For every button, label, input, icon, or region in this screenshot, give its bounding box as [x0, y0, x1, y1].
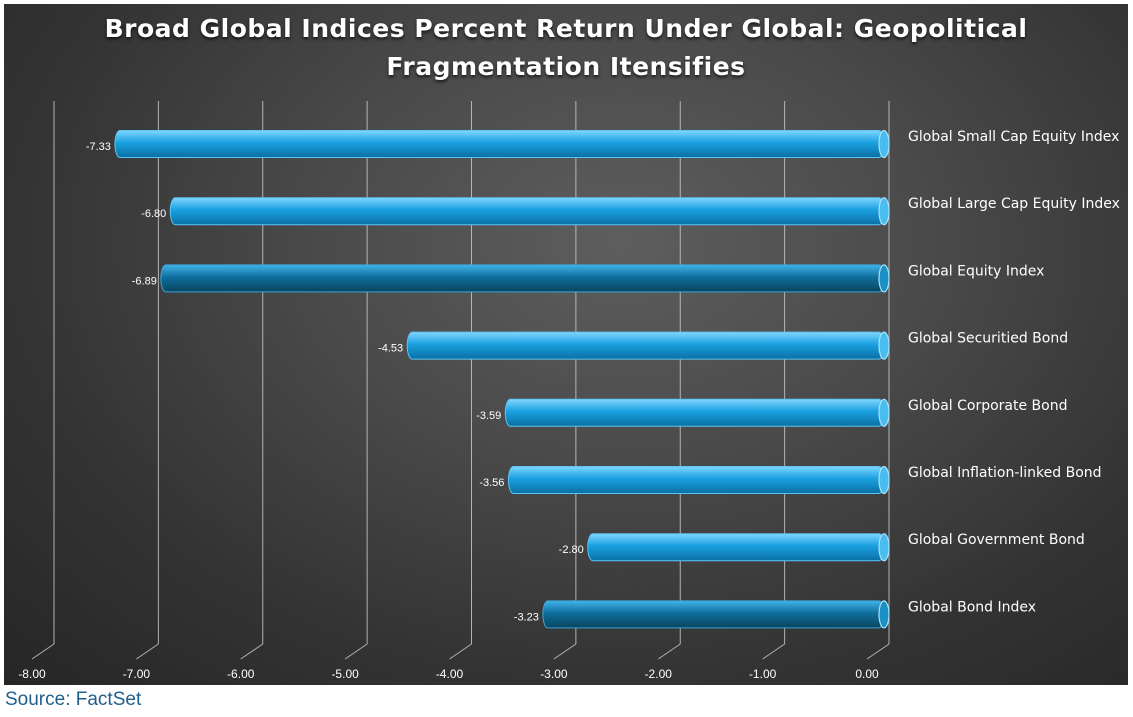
category-label: Global Small Cap Equity Index — [908, 129, 1119, 145]
x-tick-label: 0.00 — [855, 667, 879, 681]
gridline-floor — [553, 643, 577, 660]
bar — [504, 398, 890, 427]
data-label: -7.33 — [86, 141, 111, 153]
chart-title: Broad Global Indices Percent Return Unde… — [4, 10, 1128, 86]
x-tick-label: -2.00 — [645, 667, 673, 681]
category-label: Global Bond Index — [908, 599, 1036, 615]
x-tick-label: -3.00 — [540, 667, 568, 681]
chart-title-line-1: Broad Global Indices Percent Return Unde… — [104, 14, 1028, 43]
bar-chart-plot: -8.00 -7.00 -6.00 -5.00 -4.00 -3.00 -2.00 -1.00… — [18, 101, 1120, 681]
category-label: Global Government Bond — [908, 532, 1085, 548]
bar — [587, 533, 890, 562]
x-tick-label: -8.00 — [18, 667, 46, 681]
bar-body — [160, 264, 885, 293]
bar — [507, 465, 890, 495]
chart-area: Broad Global Indices Percent Return Unde… — [4, 4, 1128, 685]
gridline-floor — [866, 643, 890, 660]
gridline-floor — [762, 643, 785, 660]
data-label: -3.23 — [514, 611, 539, 623]
category-label: Global Equity Index — [908, 263, 1044, 279]
x-tick-label: -6.00 — [227, 667, 255, 681]
bar-end-cap — [878, 331, 890, 360]
bar-body — [114, 130, 885, 158]
data-label: -4.53 — [378, 343, 403, 355]
bar — [406, 331, 890, 360]
gridline-floor — [31, 643, 55, 660]
bar-end-cap — [878, 197, 890, 226]
data-label: -6.89 — [132, 275, 157, 287]
bar-body — [507, 466, 885, 494]
bar — [169, 197, 890, 226]
bar-body — [406, 331, 885, 360]
bar-body — [542, 600, 885, 629]
source-note: Source: FactSet — [5, 689, 142, 710]
bar-body — [504, 398, 885, 427]
x-tick-label: -7.00 — [123, 667, 151, 681]
bar-end-cap — [878, 398, 890, 427]
bar-body — [169, 197, 885, 226]
category-label: Global Large Cap Equity Index — [908, 196, 1120, 212]
bar — [114, 129, 890, 159]
x-tick-label: -1.00 — [749, 667, 777, 681]
category-label: Global Corporate Bond — [908, 398, 1067, 414]
gridline-floor — [136, 643, 159, 660]
bar — [160, 264, 890, 293]
data-label: -2.80 — [559, 544, 584, 556]
x-tick-label: -4.00 — [436, 667, 464, 681]
bar-end-cap — [878, 533, 890, 562]
bar-end-cap — [878, 264, 890, 293]
bar-end-cap — [878, 600, 890, 629]
gridline-floor — [449, 643, 472, 660]
bar-body — [587, 533, 885, 562]
x-tick-label: -5.00 — [331, 667, 359, 681]
chart-title-line-2: Fragmentation Itensifies — [386, 52, 746, 81]
bar-end-cap — [878, 129, 890, 159]
data-label: -3.59 — [476, 410, 501, 422]
data-label: -3.56 — [479, 477, 504, 489]
gridline-floor — [240, 643, 264, 660]
category-label: Global Securitied Bond — [908, 331, 1068, 347]
gridline-floor — [657, 643, 681, 660]
bar-end-cap — [878, 465, 890, 495]
data-label: -6.80 — [141, 208, 166, 220]
category-label: Global Inflation-linked Bond — [908, 465, 1102, 481]
gridline-floor — [344, 643, 368, 660]
bar — [542, 600, 890, 629]
